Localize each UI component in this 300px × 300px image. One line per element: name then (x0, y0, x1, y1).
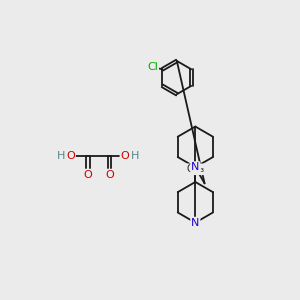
Text: Cl: Cl (147, 62, 158, 72)
Text: N: N (191, 218, 200, 228)
Text: H: H (130, 151, 139, 161)
Text: N: N (191, 162, 200, 172)
Text: O: O (121, 151, 129, 161)
Text: O: O (106, 169, 114, 180)
Text: H: H (57, 151, 65, 161)
Text: O: O (83, 169, 92, 180)
Text: O: O (66, 151, 75, 161)
Text: CH₃: CH₃ (186, 164, 204, 174)
